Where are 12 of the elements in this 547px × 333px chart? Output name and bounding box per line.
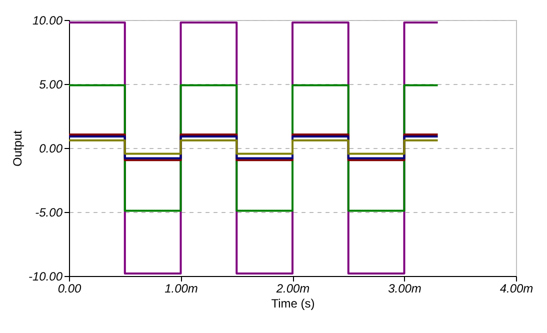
x-axis-title: Time (s) xyxy=(271,296,315,310)
x-tick-label: 0.00 xyxy=(58,282,82,296)
x-tick-label: 3.00m xyxy=(388,282,422,296)
y-axis-title: Output xyxy=(10,130,24,167)
x-tick-label: 1.00m xyxy=(164,282,198,296)
y-tick-label: 10.00 xyxy=(32,14,63,28)
y-tick-label: 5.00 xyxy=(39,78,63,92)
y-tick-label: -5.00 xyxy=(35,206,63,220)
y-tick-label: -10.00 xyxy=(28,270,63,284)
x-tick-label: 2.00m xyxy=(275,282,310,296)
x-tick-label: 4.00m xyxy=(500,282,534,296)
y-tick-label: 0.00 xyxy=(39,142,63,156)
